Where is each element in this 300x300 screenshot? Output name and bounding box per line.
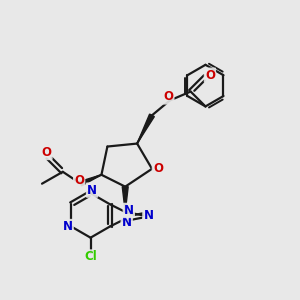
Text: O: O (41, 146, 52, 159)
Text: Cl: Cl (84, 250, 97, 263)
Text: N: N (87, 184, 97, 196)
Polygon shape (137, 114, 154, 144)
Text: N: N (122, 216, 132, 229)
Text: N: N (124, 204, 134, 217)
Text: O: O (205, 69, 215, 82)
Text: O: O (153, 162, 163, 175)
Polygon shape (80, 175, 101, 186)
Text: N: N (143, 209, 153, 222)
Text: O: O (163, 90, 173, 104)
Text: O: O (74, 174, 84, 187)
Text: N: N (63, 220, 73, 233)
Polygon shape (122, 187, 128, 212)
